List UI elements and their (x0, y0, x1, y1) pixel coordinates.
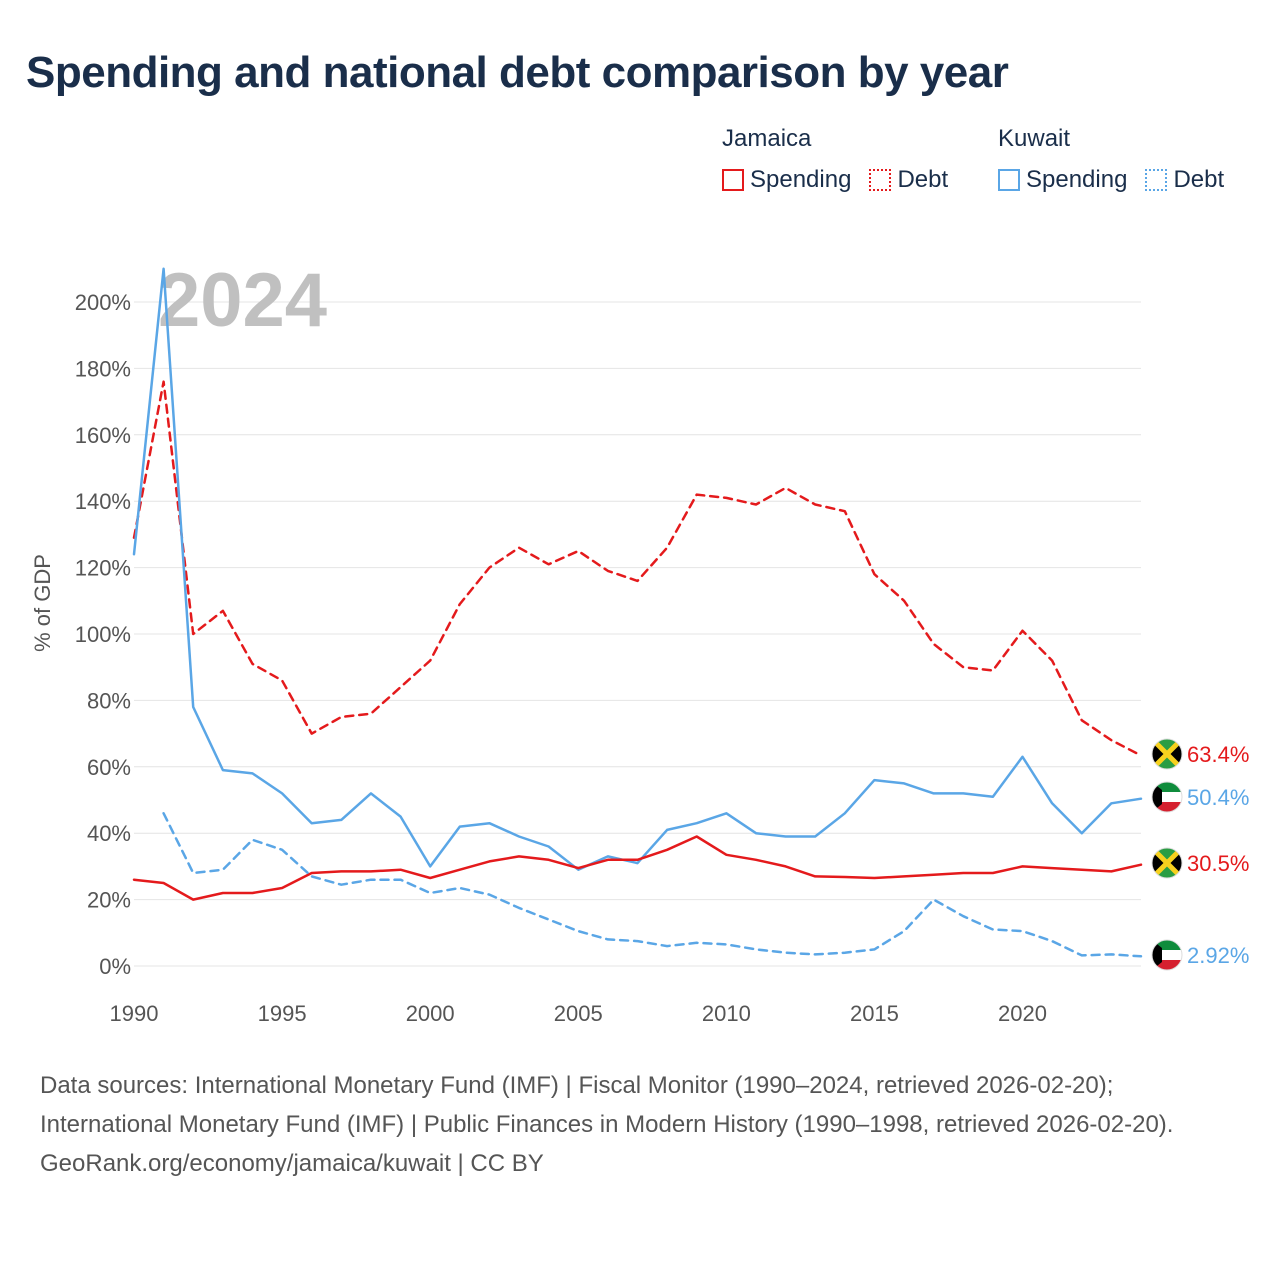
series-layer (132, 267, 1143, 958)
line-chart: 2024 0% 20% 40% 60% 80% 100% 120% 140% 160% 180% 2… (30, 258, 1249, 1026)
x-tick-label: 1995 (258, 1001, 307, 1026)
y-tick-label: 180% (75, 356, 131, 381)
y-tick-label: 200% (75, 290, 131, 315)
legend-item-label: Spending (1026, 166, 1128, 193)
y-tick-label: 80% (87, 688, 131, 713)
page-title: Spending and national debt comparison by… (26, 48, 1009, 97)
series-line-jamaica-spending (132, 835, 1143, 901)
axis-layer: 0% 20% 40% 60% 80% 100% 120% 140% 160% 180% 200% 19… (75, 290, 1047, 1026)
legend-item-jamaica-debt[interactable]: Debt (869, 166, 948, 194)
x-tick-label: 2000 (406, 1001, 455, 1026)
legend-jamaica: Jamaica Spending Debt (722, 124, 966, 194)
y-tick-label: 60% (87, 755, 131, 780)
legend-item-label: Spending (750, 166, 852, 193)
footer: Data sources: International Monetary Fun… (40, 1066, 1240, 1183)
legend-group-name: Kuwait (998, 125, 1071, 152)
y-tick-label: 140% (75, 489, 131, 514)
x-tick-label: 2010 (702, 1001, 751, 1026)
y-tick-label: 40% (87, 821, 131, 846)
x-tick-label: 2020 (998, 1001, 1047, 1026)
series-line-jamaica-debt (132, 380, 1143, 757)
y-axis-title: % of GDP (30, 554, 55, 652)
dotted-line-swatch-icon (869, 169, 892, 191)
legend-item-kuwait-spending[interactable]: Spending (998, 166, 1127, 194)
year-watermark: 2024 (158, 258, 327, 343)
end-value-label: 2.92% (1187, 943, 1249, 968)
flag-kuwait-icon (1151, 939, 1183, 971)
end-label-layer: 63.4% 50.4% 30.5% 2.92% (1151, 738, 1249, 971)
grid-layer (134, 301, 1141, 967)
legend-item-label: Debt (897, 166, 949, 193)
legend-item-label: Debt (1173, 166, 1225, 193)
x-tick-label: 1990 (110, 1001, 159, 1026)
end-value-label: 63.4% (1187, 742, 1249, 767)
x-tick-label: 2005 (554, 1001, 603, 1026)
y-tick-label: 100% (75, 622, 131, 647)
y-tick-label: 160% (75, 423, 131, 448)
legend-group-name: Jamaica (722, 125, 812, 152)
flag-jamaica-icon (1151, 847, 1183, 879)
flag-jamaica-icon (1151, 738, 1183, 770)
data-sources: Data sources: International Monetary Fun… (40, 1072, 1174, 1138)
legend-item-kuwait-debt[interactable]: Debt (1145, 166, 1224, 194)
flag-kuwait-icon (1151, 781, 1183, 813)
y-tick-label: 0% (99, 954, 131, 979)
end-value-label: 50.4% (1187, 785, 1249, 810)
legend-kuwait: Kuwait Spending Debt (998, 124, 1242, 194)
x-tick-label: 2015 (850, 1001, 899, 1026)
y-tick-label: 20% (87, 888, 131, 913)
credit-link[interactable]: GeoRank.org/economy/jamaica/kuwait | CC … (40, 1150, 544, 1177)
solid-line-swatch-icon (722, 169, 744, 191)
solid-line-swatch-icon (998, 169, 1020, 191)
series-line-kuwait-debt (162, 812, 1143, 958)
series-line-kuwait-spending (132, 267, 1143, 871)
y-tick-label: 120% (75, 556, 131, 581)
end-value-label: 30.5% (1187, 851, 1249, 876)
legend-item-jamaica-spending[interactable]: Spending (722, 166, 851, 194)
dotted-line-swatch-icon (1145, 169, 1168, 191)
